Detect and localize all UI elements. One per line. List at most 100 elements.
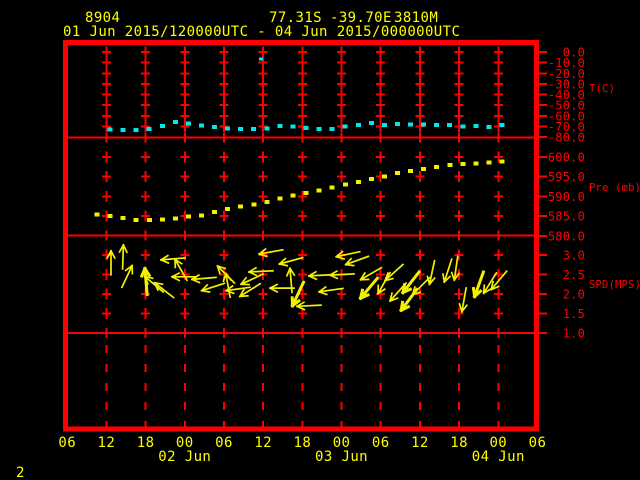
- wind-arrow: [247, 266, 274, 277]
- pressure-point: [486, 160, 492, 165]
- pressure-point: [473, 161, 479, 166]
- pressure-point: [434, 164, 440, 169]
- pressure-point: [251, 202, 257, 207]
- y-tick-label: -40.0: [548, 88, 585, 102]
- wind-arrow: [153, 281, 175, 299]
- temp-point: [473, 123, 479, 128]
- pressure-point: [133, 218, 139, 223]
- y-tick-label: -20.0: [548, 67, 585, 81]
- wind-arrow: [224, 284, 251, 295]
- temp-point: [238, 127, 244, 132]
- x-tick-label: 12: [98, 435, 116, 451]
- temp-point: [408, 122, 414, 127]
- wind-arrow: [118, 243, 129, 270]
- wind-arrow: [400, 269, 422, 295]
- pressure-point: [290, 193, 296, 198]
- pressure-point: [120, 216, 126, 221]
- y-tick-label: 590.0: [548, 190, 585, 204]
- temp-point: [316, 126, 322, 131]
- pressure-point: [212, 210, 218, 215]
- day-label: 04 Jun: [472, 449, 525, 465]
- pressure-point: [395, 171, 401, 176]
- temp-point: [225, 126, 231, 131]
- pressure-point: [107, 214, 113, 219]
- pressure-point: [329, 185, 335, 190]
- pressure-point: [316, 188, 322, 193]
- wind-arrow: [290, 280, 306, 308]
- y-tick-label: 585.0: [548, 210, 585, 224]
- y-tick-label: -10.0: [548, 56, 585, 70]
- speed-axis-unit-label: SPD(MPS): [589, 279, 640, 291]
- temp-point: [460, 124, 466, 129]
- x-tick-label: 06: [529, 435, 547, 451]
- pressure-point: [355, 179, 361, 184]
- wind-arrow: [411, 276, 431, 296]
- y-tick-label: 595.0: [548, 170, 585, 184]
- wind-arrow: [120, 264, 134, 289]
- x-tick-label: 18: [450, 435, 468, 451]
- pressure-point: [408, 168, 414, 173]
- y-tick-label: 600.0: [548, 151, 585, 165]
- pressure-point: [447, 162, 453, 167]
- temp-point: [303, 125, 309, 130]
- wind-arrow: [268, 283, 295, 293]
- wind-arrow: [200, 282, 226, 293]
- temp-point: [185, 121, 191, 126]
- y-tick-label: 3.0: [563, 249, 585, 263]
- day-label: 02 Jun: [158, 449, 211, 465]
- pressure-point: [277, 196, 283, 201]
- wind-arrow: [238, 282, 262, 298]
- day-label: 03 Jun: [315, 449, 368, 465]
- y-tick-label: 1.0: [563, 327, 585, 341]
- plot-frame: [63, 40, 539, 432]
- temp-outlier-point: [259, 57, 263, 61]
- wind-arrow: [471, 270, 486, 299]
- wind-arrow: [143, 275, 165, 294]
- wind-arrow: [450, 255, 461, 282]
- wind-arrow: [222, 272, 232, 299]
- pressure-point: [421, 166, 427, 171]
- pressure-point: [199, 213, 205, 218]
- y-tick-label: -70.0: [548, 120, 585, 134]
- wind-arrow: [482, 271, 498, 295]
- wind-arrow: [278, 256, 304, 267]
- temp-point: [146, 126, 152, 131]
- wind-arrow: [376, 271, 392, 295]
- wind-arrow: [159, 254, 186, 265]
- wind-arrow: [285, 267, 296, 294]
- x-tick-label: 00: [489, 435, 507, 451]
- temp-point: [434, 122, 440, 127]
- y-tick-label: 580.0: [548, 229, 585, 243]
- wind-arrow: [490, 270, 508, 291]
- pressure-point: [185, 214, 191, 219]
- x-tick-label: 18: [137, 435, 155, 451]
- wind-arrow: [426, 259, 436, 286]
- x-tick-label: 06: [58, 435, 76, 451]
- y-tick-label: 2.5: [563, 268, 585, 282]
- latitude: 77.31S: [269, 10, 322, 26]
- pressure-point: [238, 204, 244, 209]
- wind-arrow: [170, 271, 197, 282]
- x-tick-label: 00: [176, 435, 194, 451]
- temp-point: [486, 124, 492, 129]
- x-tick-label: 00: [333, 435, 351, 451]
- time-period: 01 Jun 2015/120000UTC - 04 Jun 2015/0000…: [63, 24, 460, 40]
- wind-arrow: [295, 301, 322, 311]
- x-tick-label: 06: [215, 435, 233, 451]
- temp-point: [342, 124, 348, 129]
- wind-arrow: [359, 266, 383, 281]
- temp-point: [368, 120, 374, 125]
- temp-point: [107, 127, 113, 132]
- x-tick-label: 18: [294, 435, 312, 451]
- pressure-point: [146, 218, 152, 223]
- wind-arrow: [335, 250, 361, 260]
- temp-point: [133, 127, 139, 132]
- pressure-point: [342, 182, 348, 187]
- y-tick-label: 0.0: [563, 46, 585, 60]
- wind-arrow: [258, 247, 284, 258]
- wind-arrow: [442, 258, 453, 284]
- temp-point: [159, 123, 165, 128]
- wind-arrow: [190, 273, 217, 284]
- wind-arrow: [139, 266, 152, 297]
- temp-point: [394, 122, 400, 127]
